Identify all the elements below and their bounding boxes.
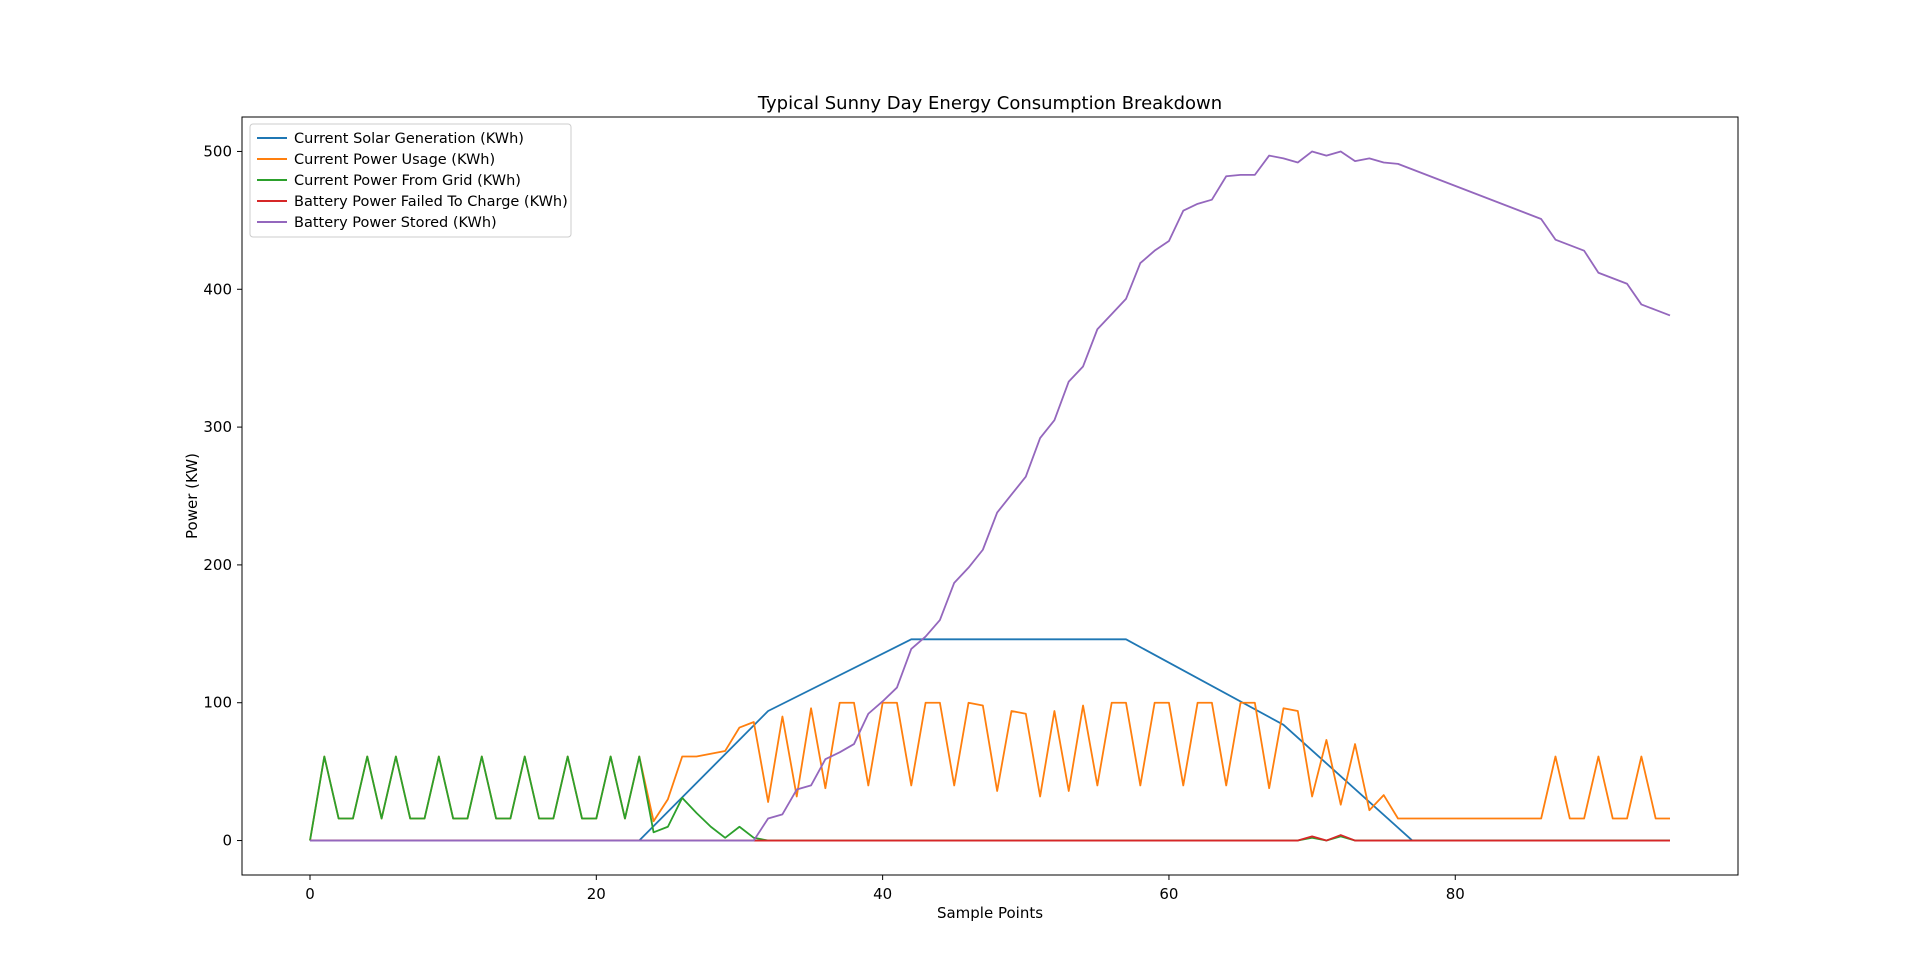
legend-label-4: Battery Power Failed To Charge (KWh) xyxy=(294,194,568,210)
y-tick-label: 100 xyxy=(203,694,232,712)
y-tick-label: 400 xyxy=(203,280,232,298)
x-tick-label: 60 xyxy=(1159,885,1178,903)
series-line-2 xyxy=(309,701,1670,841)
legend: Current Solar Generation (KWh) Current Po… xyxy=(249,123,572,238)
x-axis-label: Sample Points xyxy=(937,904,1043,922)
series-line-4 xyxy=(310,834,1670,842)
legend-label-1: Current Solar Generation (KWh) xyxy=(294,131,524,147)
x-tick-label: 20 xyxy=(587,885,606,903)
legend-label-3: Current Power From Grid (KWh) xyxy=(294,173,521,189)
legend-box xyxy=(249,123,572,238)
y-tick-label: 200 xyxy=(203,556,232,574)
x-tick-label: 0 xyxy=(305,885,315,903)
y-axis-label: Power (KW) xyxy=(183,453,201,539)
series-line-3 xyxy=(309,755,1670,842)
legend-label-5: Battery Power Stored (KWh) xyxy=(294,215,497,231)
series-line-1 xyxy=(310,638,1670,842)
ticks-layer: 0 20 40 60 80 0 100 200 300 400 500 xyxy=(203,142,1464,903)
legend-label-2: Current Power Usage (KWh) xyxy=(294,152,495,168)
x-tick-label: 40 xyxy=(873,885,892,903)
plot-frame xyxy=(241,116,1739,876)
chart-title: Typical Sunny Day Energy Consumption Bre… xyxy=(757,93,1222,114)
y-tick-label: 0 xyxy=(222,832,232,850)
series-line-5 xyxy=(310,150,1671,842)
series-layer xyxy=(309,150,1671,842)
y-tick-label: 300 xyxy=(203,418,232,436)
x-tick-label: 80 xyxy=(1446,885,1465,903)
y-tick-label: 500 xyxy=(203,142,232,160)
